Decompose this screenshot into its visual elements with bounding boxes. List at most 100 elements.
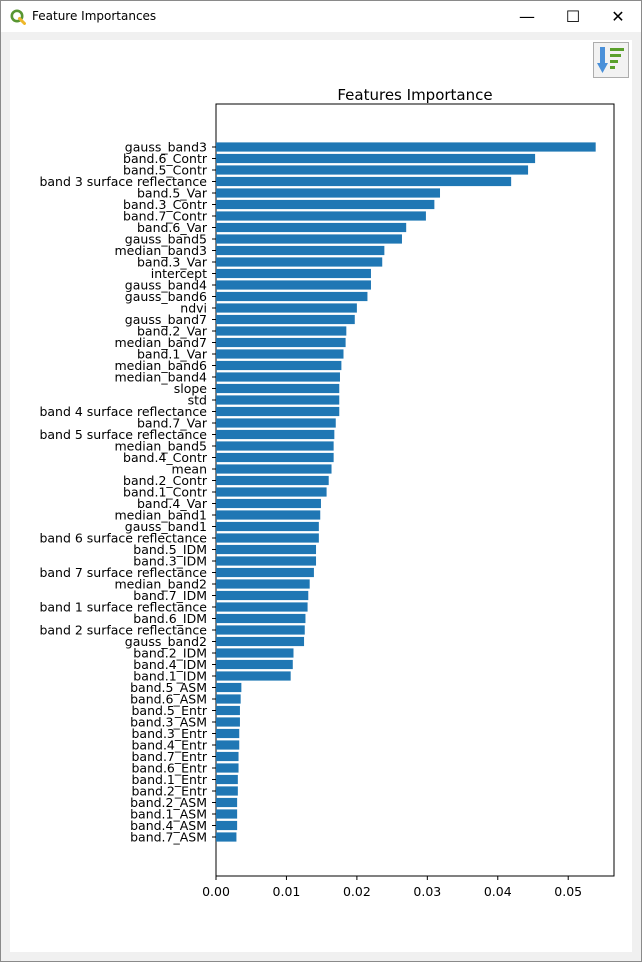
bar <box>216 314 355 325</box>
x-tick-label: 0.02 <box>343 884 371 899</box>
bar <box>216 510 321 520</box>
bar <box>216 142 596 152</box>
y-tick-label: band.2_IDM <box>133 646 207 661</box>
bar <box>216 383 340 394</box>
y-tick-label: gauss_band5 <box>125 232 207 247</box>
bar <box>216 602 308 612</box>
y-tick-label: band.4_Var <box>137 496 208 511</box>
y-tick-label: std <box>188 393 207 408</box>
bar <box>216 234 402 244</box>
save-figure-icon <box>597 47 624 73</box>
bar <box>216 464 332 474</box>
y-tick-label: gauss_band7 <box>125 312 207 327</box>
y-tick-label: intercept <box>151 266 207 281</box>
bar <box>216 544 317 555</box>
bar <box>216 326 347 336</box>
x-ticks: 0.00 0.01 0.02 0.03 0.04 0.05 <box>202 876 582 899</box>
close-button[interactable]: ✕ <box>595 1 641 32</box>
y-tick-label: band.2_ASM <box>130 795 207 810</box>
bar <box>216 349 344 359</box>
y-tick-label: band 6 surface reflectance <box>39 531 207 546</box>
y-tick-label: median_band6 <box>114 358 207 373</box>
y-tick-label: gauss_band4 <box>125 278 207 293</box>
bar <box>216 452 334 463</box>
x-tick-label: 0.03 <box>413 884 441 899</box>
y-tick-label: band.1_Contr <box>123 485 208 500</box>
y-tick-label: median_band7 <box>114 335 207 350</box>
bar <box>216 820 238 831</box>
bar <box>216 475 329 486</box>
y-tick-label: band 2 surface reflectance <box>39 623 207 638</box>
bar <box>216 728 240 739</box>
y-tick-label: band 1 surface reflectance <box>39 600 207 615</box>
y-tick-label: band.6_Contr <box>123 151 208 166</box>
bar <box>216 165 529 175</box>
x-tick-label: 0.01 <box>273 884 301 899</box>
bar <box>216 153 536 164</box>
bar <box>216 372 340 382</box>
y-tick-label: median_band4 <box>114 370 207 385</box>
bar <box>216 648 294 658</box>
bar <box>216 337 346 348</box>
bar <box>216 786 238 796</box>
y-tick-label: band.1_Entr <box>132 772 208 787</box>
maximize-button[interactable]: ☐ <box>550 1 596 32</box>
chart-title: Features Importance <box>337 86 492 104</box>
y-tick-label: band.6_Entr <box>132 761 208 776</box>
bar <box>216 717 240 727</box>
bar <box>216 395 340 405</box>
bar <box>216 694 241 704</box>
save-figure-button[interactable] <box>593 42 629 78</box>
bar <box>216 211 426 221</box>
y-tick-label: band.7_ASM <box>130 830 207 845</box>
title-bar[interactable]: Feature Importances — ☐ ✕ <box>1 1 641 32</box>
bar <box>216 705 240 716</box>
x-tick-label: 0.05 <box>554 884 582 899</box>
bar <box>216 257 383 267</box>
y-tick-label: band.3_ASM <box>130 715 207 730</box>
y-tick-label: median_band3 <box>114 243 207 258</box>
bar <box>216 797 238 808</box>
y-tick-label: band.3_Entr <box>132 726 208 741</box>
bar <box>216 291 368 302</box>
bar <box>216 441 334 451</box>
bar <box>216 521 319 532</box>
y-tick-label: mean <box>172 462 207 477</box>
y-tick-label: gauss_band1 <box>125 519 207 534</box>
bar <box>216 487 327 497</box>
y-tick-label: gauss_band6 <box>125 289 207 304</box>
bar <box>216 268 371 279</box>
bar <box>216 222 407 233</box>
close-icon: ✕ <box>611 7 625 26</box>
bar <box>216 636 305 647</box>
bar <box>216 360 342 371</box>
bar <box>216 774 238 785</box>
y-tick-label: median_band1 <box>114 508 207 523</box>
bar <box>216 429 335 440</box>
y-tick-label: median_band5 <box>114 439 207 454</box>
bar <box>216 682 242 693</box>
bar <box>216 245 385 256</box>
y-tick-label: band.7_Var <box>137 416 208 431</box>
bar <box>216 763 239 773</box>
y-tick-label: band 7 surface reflectance <box>39 565 207 580</box>
y-tick-label: band 4 surface reflectance <box>39 404 207 419</box>
minimize-button[interactable]: — <box>504 1 550 32</box>
y-tick-label: band.5_IDM <box>133 542 207 557</box>
y-tick-label: band.4_Contr <box>123 450 208 465</box>
x-tick-label: 0.04 <box>484 884 512 899</box>
bar <box>216 533 319 543</box>
y-tick-label: band.3_Contr <box>123 197 208 212</box>
bar <box>216 613 306 624</box>
y-tick-label: band 5 surface reflectance <box>39 427 207 442</box>
y-tick-label: band.7_Contr <box>123 209 208 224</box>
y-tick-label: band.1_ASM <box>130 807 207 822</box>
y-tick-label: gauss_band3 <box>125 140 207 155</box>
y-tick-label: ndvi <box>180 301 207 316</box>
y-tick-label: band.6_IDM <box>133 611 207 626</box>
bar <box>216 671 291 681</box>
bar <box>216 418 336 428</box>
y-tick-label: band.1_IDM <box>133 669 207 684</box>
